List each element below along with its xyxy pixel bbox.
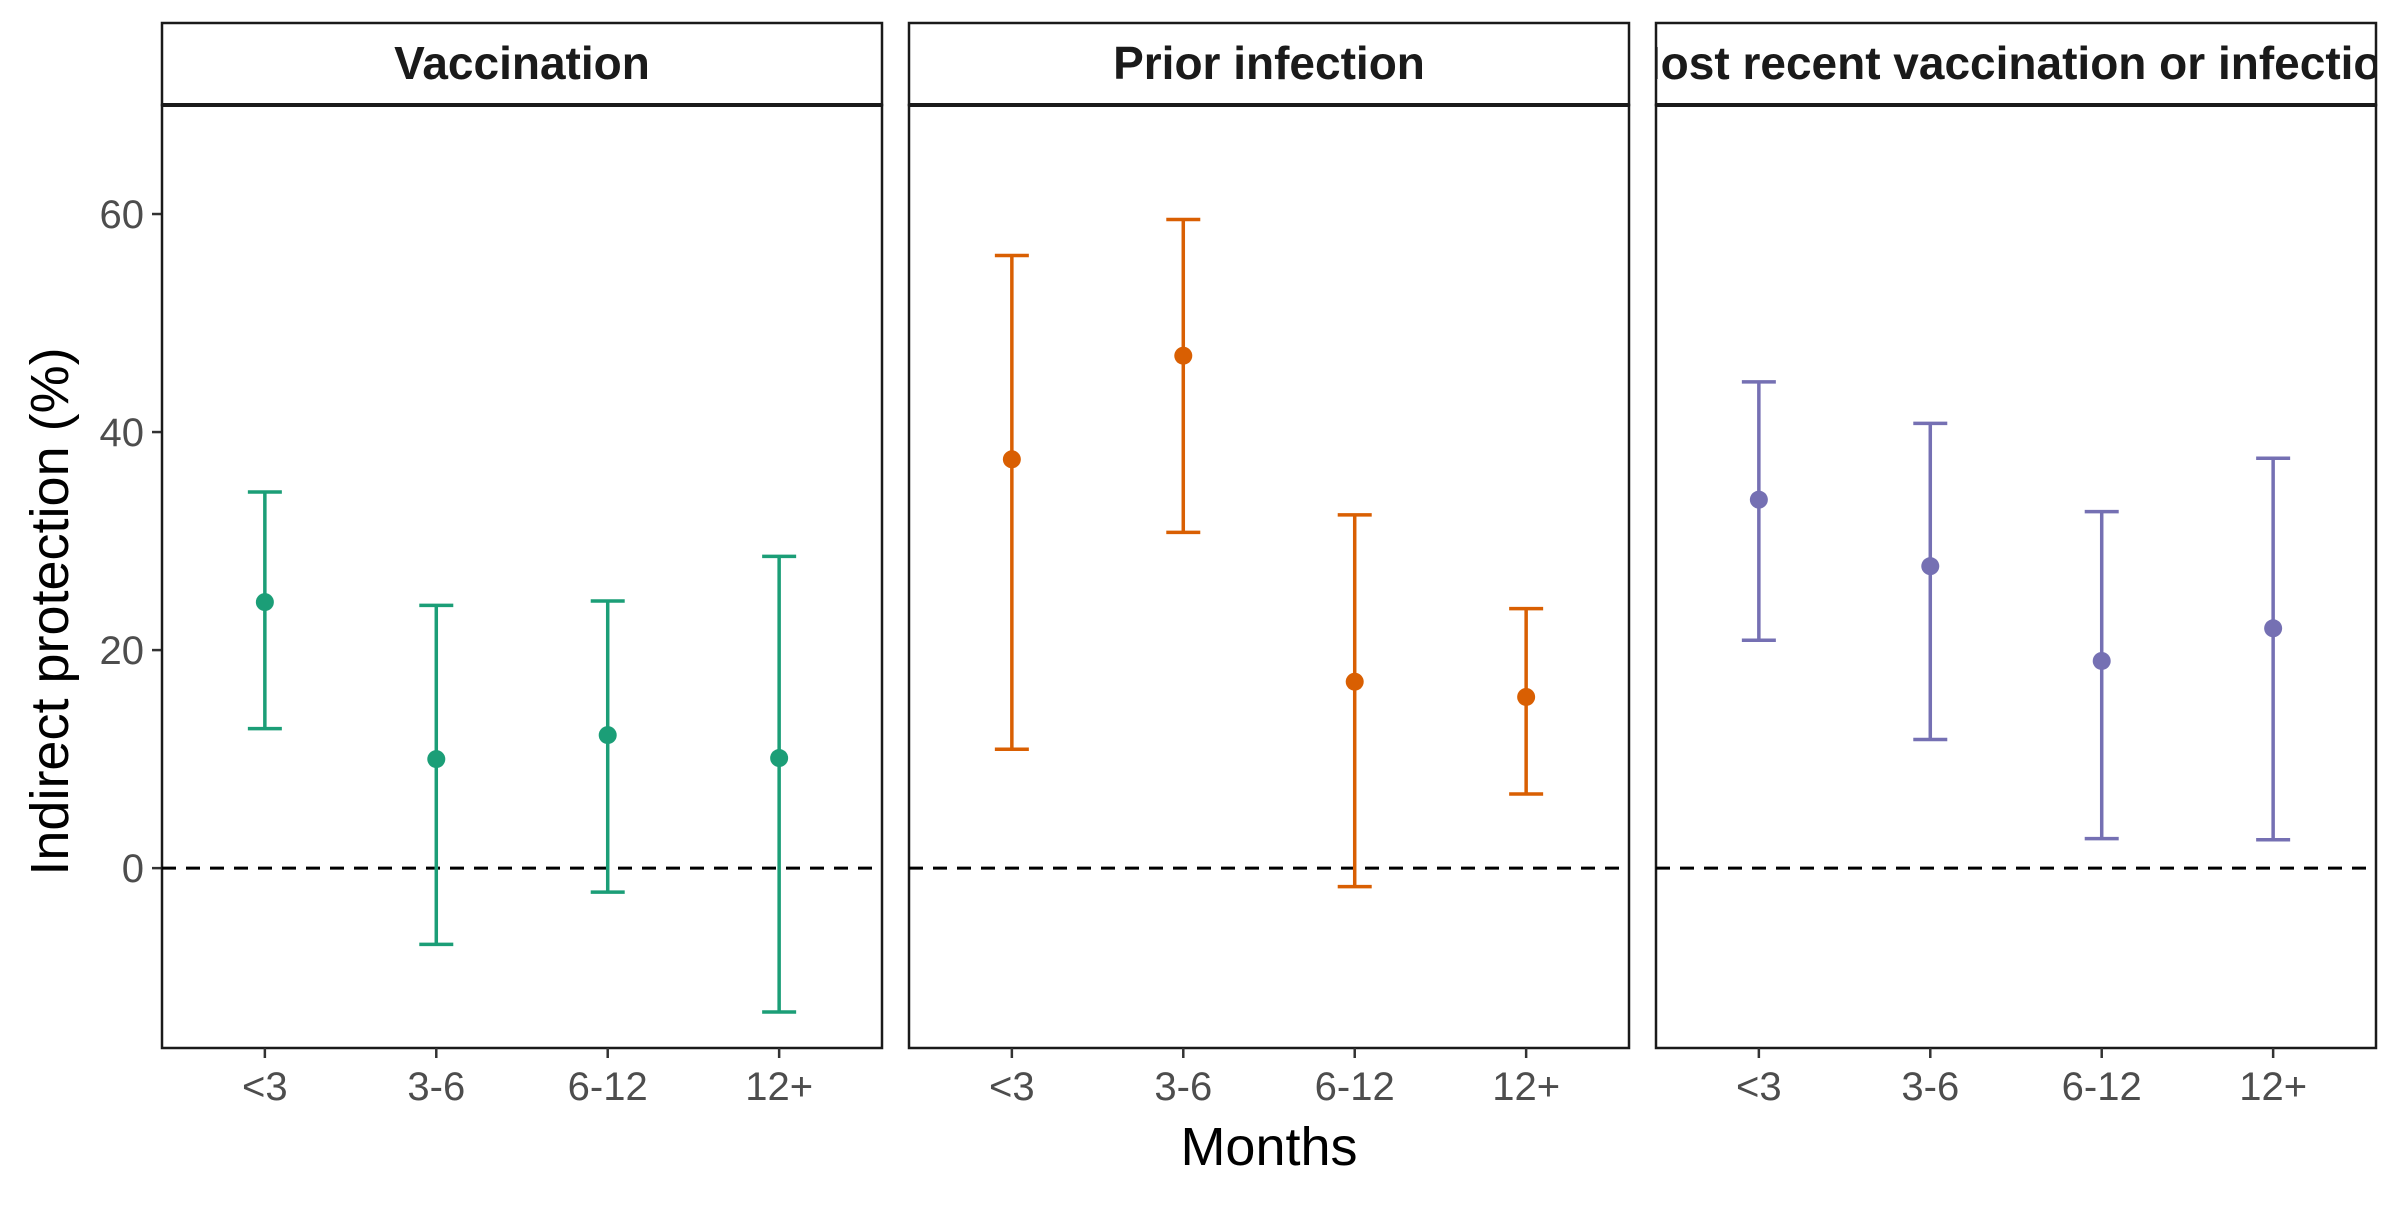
estimate-point — [2092, 651, 2111, 670]
x-tick-label: 12+ — [1492, 1065, 1560, 1109]
panel-strip — [1654, 21, 2378, 107]
panel-3: Most recent vaccination or infection <3 3-… — [1622, 21, 2400, 1109]
panel-1: Vaccination <3 3-6 6-12 12+ — [160, 21, 884, 1109]
panel-frame — [907, 103, 1631, 1050]
estimate-point — [1002, 450, 1021, 469]
y-tick-label: 20 — [100, 629, 145, 673]
y-tick-label: 0 — [122, 847, 144, 891]
panel-strip — [160, 21, 884, 107]
estimate-point — [598, 726, 617, 745]
x-tick-label: 3-6 — [1154, 1065, 1212, 1109]
estimate-point — [1749, 490, 1768, 509]
x-tick-label: 12+ — [745, 1065, 813, 1109]
panel-title: Prior infection — [1113, 37, 1425, 89]
x-tick-label: 6-12 — [568, 1065, 648, 1109]
estimate-point — [1345, 672, 1364, 691]
y-tick-label: 60 — [100, 193, 145, 237]
panel-title: Vaccination — [394, 37, 650, 89]
x-tick-label: <3 — [989, 1065, 1035, 1109]
x-tick-label: 3-6 — [1901, 1065, 1959, 1109]
y-tick-label: 40 — [100, 411, 145, 455]
estimate-point — [1517, 687, 1536, 706]
panel-2: Prior infection <3 3-6 6-12 12+ — [907, 21, 1631, 1109]
estimate-point — [255, 593, 274, 612]
x-tick-label: 6-12 — [1315, 1065, 1395, 1109]
estimate-point — [770, 749, 789, 768]
panel-title: Most recent vaccination or infection — [1622, 37, 2400, 89]
panel-frame — [160, 103, 884, 1050]
y-axis-title: Indirect protection (%) — [20, 347, 80, 875]
x-tick-label: <3 — [242, 1065, 288, 1109]
x-tick-label: 6-12 — [2062, 1065, 2142, 1109]
x-axis-title: Months — [1180, 1117, 1357, 1177]
x-tick-label: 3-6 — [407, 1065, 465, 1109]
x-tick-label: 12+ — [2239, 1065, 2307, 1109]
panel-frame — [1654, 103, 2378, 1050]
x-tick-label: <3 — [1736, 1065, 1782, 1109]
estimate-point — [427, 750, 446, 769]
estimate-point — [1921, 557, 1940, 576]
estimate-point — [1174, 346, 1193, 365]
estimate-point — [2264, 619, 2283, 638]
